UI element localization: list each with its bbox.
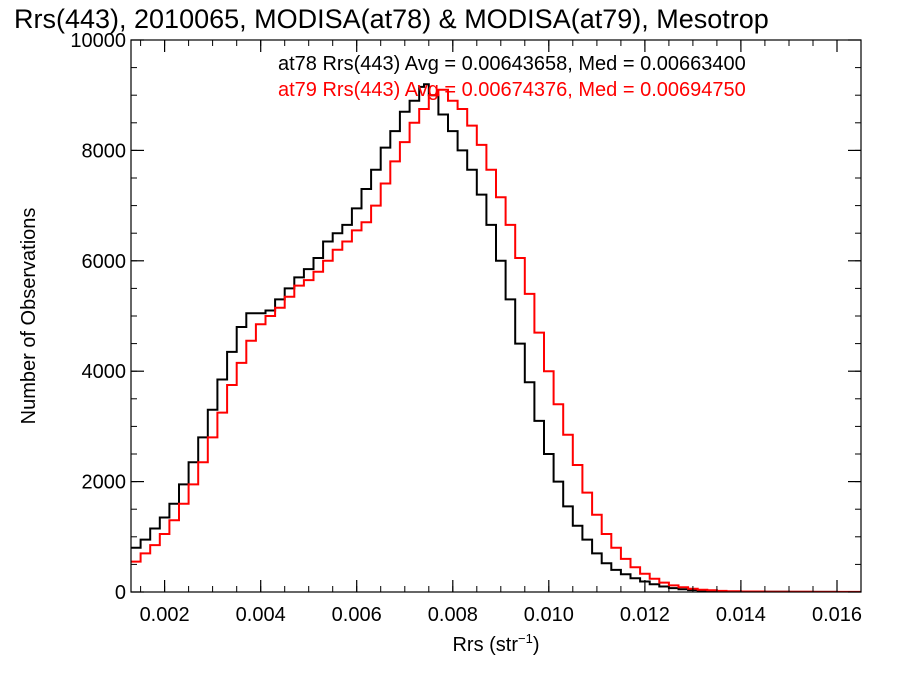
x-tick-label: 0.002: [140, 604, 190, 626]
y-tick-label: 8000: [82, 140, 127, 162]
series-at79-line: [131, 88, 861, 592]
x-tick-label: 0.010: [524, 604, 574, 626]
x-tick-label: 0.008: [428, 604, 478, 626]
x-axis-label-sup: −1: [518, 631, 533, 646]
series-layer: [131, 83, 861, 592]
plot-area: [130, 39, 862, 593]
chart-title: Rrs(443), 2010065, MODISA(at78) & MODISA…: [14, 4, 769, 34]
y-axis-label: Number of Observations: [18, 208, 40, 425]
tick-layer: 0.002 0.004 0.006 0.008 0.010 0.012 0.014 0.016…: [70, 30, 862, 626]
x-tick-label: 0.012: [620, 604, 670, 626]
y-tick-label: 2000: [82, 472, 127, 494]
x-axis-label-close: ): [533, 634, 540, 656]
annotation-at79: at79 Rrs(443) Avg = 0.00674376, Med = 0.…: [278, 79, 746, 101]
x-tick-label: 0.006: [332, 604, 382, 626]
y-tick-label: 0: [115, 582, 126, 604]
y-tick-label: 6000: [82, 251, 127, 273]
y-tick-label: 10000: [70, 30, 126, 52]
x-tick-label: 0.014: [716, 604, 766, 626]
x-axis-label: Rrs (str−1): [452, 631, 539, 656]
x-tick-label: 0.016: [812, 604, 862, 626]
x-tick-label: 0.004: [236, 604, 286, 626]
series-at78-line: [131, 83, 861, 592]
x-axis-label-main: Rrs (str: [452, 634, 518, 656]
annotation-at78: at78 Rrs(443) Avg = 0.00643658, Med = 0.…: [278, 53, 746, 75]
plot-frame: [130, 39, 862, 593]
y-tick-label: 4000: [82, 361, 127, 383]
